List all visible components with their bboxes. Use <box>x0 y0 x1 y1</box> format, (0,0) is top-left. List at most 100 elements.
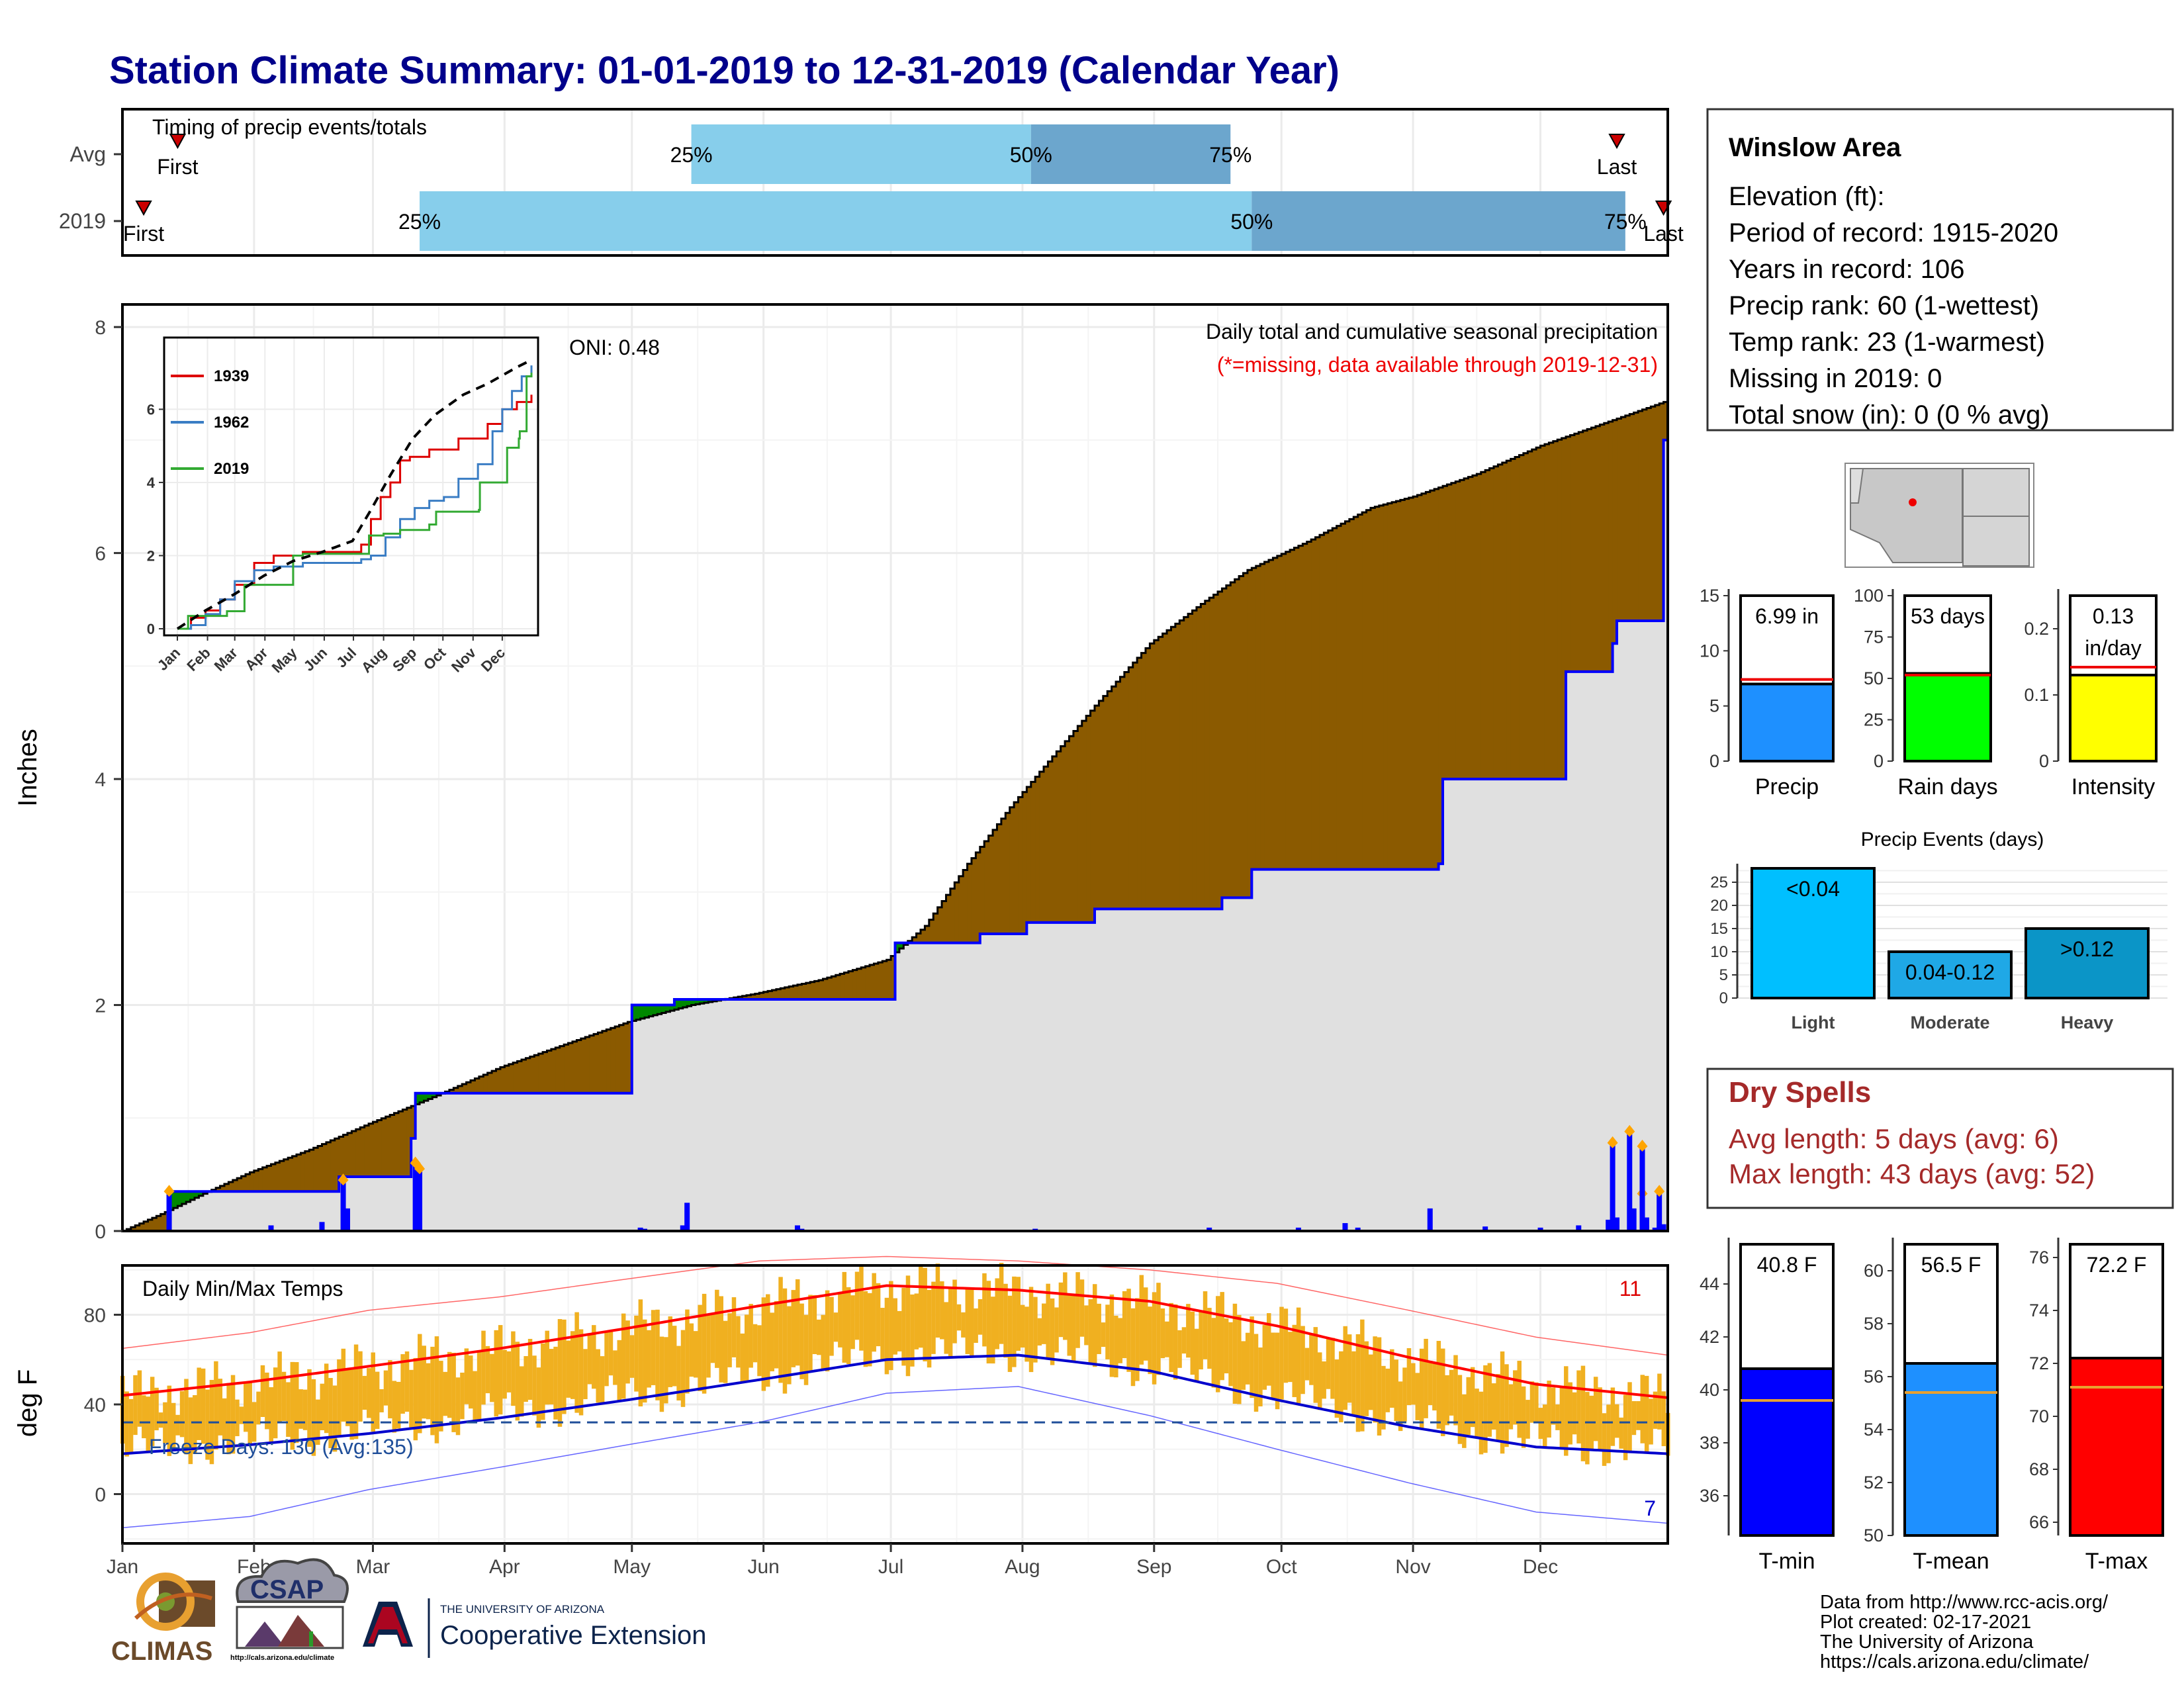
dry-spells-avg: Avg length: 5 days (avg: 6) <box>1729 1123 2059 1154</box>
below-normal-area <box>1643 410 1647 621</box>
daily-temp-range <box>931 1282 936 1354</box>
daily-temp-range <box>936 1263 940 1338</box>
events-bar-label: 0.04-0.12 <box>1905 960 1995 984</box>
mini-ytick: 0 <box>1709 751 1719 771</box>
below-normal-area <box>874 964 878 999</box>
daily-temp-range <box>1662 1391 1666 1446</box>
daily-temp-range <box>1381 1366 1386 1430</box>
daily-temp-range <box>435 1336 439 1443</box>
daily-temp-range <box>991 1297 995 1363</box>
daily-temp-range <box>1063 1272 1068 1340</box>
timing-row-2019: 2019 <box>59 209 106 233</box>
below-normal-area <box>1557 439 1562 779</box>
below-normal-area <box>1214 594 1218 909</box>
daily-temp-range <box>1224 1318 1229 1373</box>
below-normal-area <box>1494 467 1498 779</box>
mini-ytick: 75 <box>1864 627 1884 647</box>
daily-temp-range <box>668 1316 673 1387</box>
daily-temp-range <box>1173 1304 1178 1380</box>
below-normal-area <box>1120 677 1124 909</box>
daily-temp-range <box>451 1353 456 1432</box>
below-normal-area <box>1328 530 1333 869</box>
daily-temp-range <box>1169 1303 1173 1372</box>
below-normal-area <box>1613 420 1617 643</box>
daily-temp-range <box>702 1294 707 1394</box>
below-normal-area <box>1251 568 1256 869</box>
below-normal-area <box>1116 682 1120 909</box>
daily-temp-range <box>1191 1312 1195 1375</box>
below-normal-area <box>1592 428 1596 672</box>
below-normal-area <box>1026 787 1031 923</box>
daily-temp-range <box>1126 1289 1131 1372</box>
daily-temp-range <box>1534 1383 1539 1423</box>
daily-temp-range <box>1572 1393 1577 1435</box>
below-normal-area <box>1175 623 1180 909</box>
below-normal-area <box>279 1161 284 1191</box>
daily-temp-range <box>1309 1334 1314 1385</box>
daily-temp-range <box>1475 1389 1479 1438</box>
below-normal-area <box>1604 423 1609 672</box>
below-normal-area <box>1209 598 1214 909</box>
below-normal-area <box>365 1126 369 1177</box>
below-normal-area <box>861 968 866 999</box>
below-normal-area <box>390 1115 394 1177</box>
daily-temp-range <box>574 1312 579 1413</box>
oni-label: ONI: 0.48 <box>569 336 660 359</box>
daily-temp-range <box>876 1283 881 1346</box>
below-normal-area <box>576 1040 581 1093</box>
below-normal-area <box>560 1046 565 1093</box>
mini-ytick: 10 <box>1700 641 1719 661</box>
below-normal-area <box>815 981 819 999</box>
below-normal-area <box>1201 604 1205 909</box>
daily-temp-range <box>825 1291 830 1371</box>
cold-count: 7 <box>1644 1496 1656 1520</box>
daily-temp-range <box>180 1391 185 1438</box>
mini-bar-category: T-max <box>2085 1549 2148 1574</box>
daily-temp-range <box>1271 1332 1275 1399</box>
mini-ytick: 72 <box>2029 1353 2049 1373</box>
daily-temp-range <box>443 1372 448 1416</box>
mini-bar-label: 72.2 F <box>2087 1253 2147 1277</box>
below-normal-area <box>1358 515 1363 870</box>
below-normal-area <box>1511 459 1516 779</box>
precip-ylabel: Inches <box>13 729 42 807</box>
below-normal-area <box>1541 445 1545 779</box>
below-normal-area <box>1379 506 1384 870</box>
daily-temp-range <box>1543 1404 1547 1447</box>
mini-ytick: 68 <box>2029 1459 2049 1479</box>
daily-temp-range <box>966 1289 970 1354</box>
below-normal-area <box>1235 579 1240 897</box>
below-normal-area <box>615 1027 619 1093</box>
daily-temp-range <box>1003 1284 1008 1358</box>
below-normal-area <box>1082 721 1087 923</box>
below-normal-area <box>1638 411 1643 621</box>
daily-temp-range <box>770 1312 774 1371</box>
daily-temp-range <box>600 1356 605 1402</box>
below-normal-area <box>1077 726 1082 923</box>
daily-temp-range <box>1424 1339 1428 1418</box>
below-normal-area <box>1469 477 1473 779</box>
below-normal-area <box>1447 484 1451 779</box>
below-normal-area <box>1532 449 1537 779</box>
below-normal-area <box>1621 417 1625 621</box>
daily-temp-range <box>1441 1349 1445 1436</box>
below-normal-area <box>959 876 964 943</box>
daily-temp-range <box>494 1330 499 1416</box>
daily-temp-range <box>974 1308 978 1343</box>
daily-temp-range <box>562 1320 567 1414</box>
below-normal-area <box>1052 756 1057 923</box>
ua-big-text: Cooperative Extension <box>440 1621 706 1650</box>
below-normal-area <box>1332 528 1337 870</box>
below-normal-area <box>810 982 815 999</box>
daily-temp-range <box>1560 1386 1565 1448</box>
daily-precip-bar <box>1614 1218 1619 1231</box>
mini-bar-value <box>1905 1363 1997 1535</box>
inset-ytick: 0 <box>147 621 155 637</box>
timing-bar-p25-p50 <box>692 124 1031 184</box>
daily-temp-range <box>392 1381 397 1432</box>
below-normal-area <box>381 1119 386 1177</box>
daily-temp-range <box>1386 1369 1390 1412</box>
daily-temp-range <box>384 1371 388 1406</box>
daily-temp-range <box>880 1308 885 1360</box>
daily-temp-range <box>745 1314 749 1383</box>
